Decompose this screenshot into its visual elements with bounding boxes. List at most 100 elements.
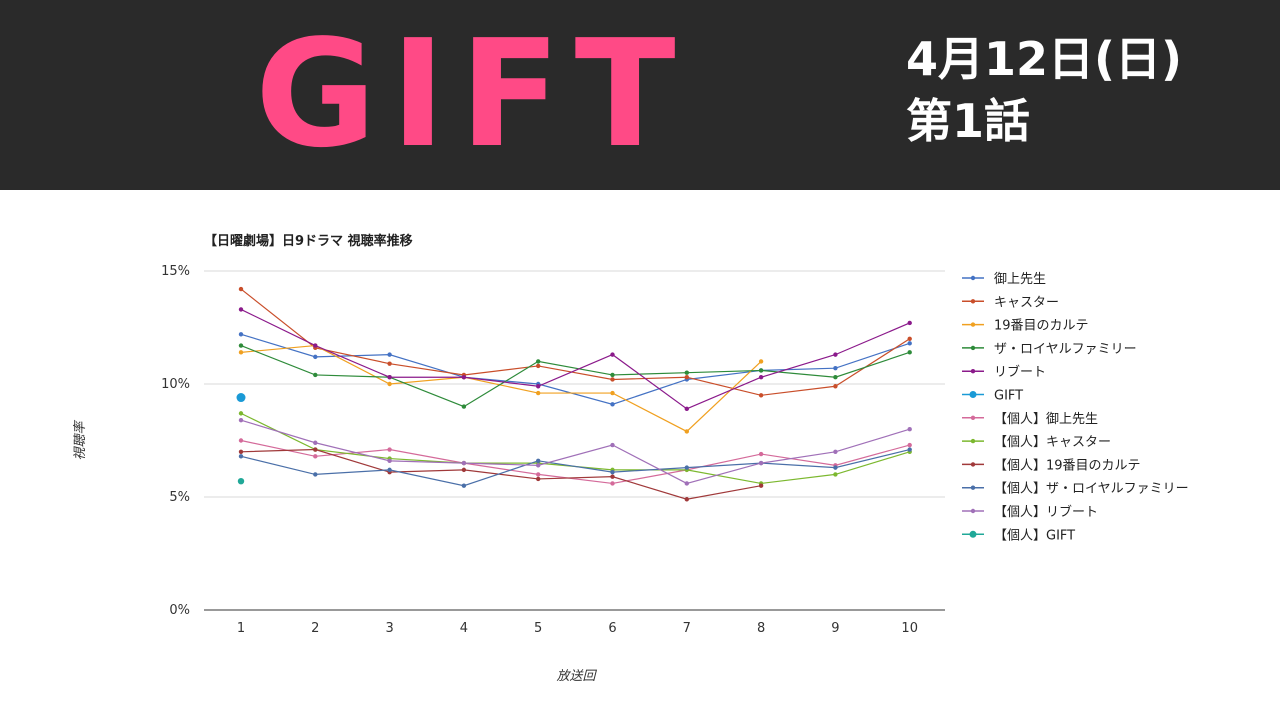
series-line [240,419,910,485]
data-point [387,467,392,473]
data-point [536,390,541,396]
y-tick-label: 5% [169,490,190,505]
data-point [833,384,838,389]
data-point [907,341,912,346]
data-point [387,447,392,452]
legend-label: リブート [994,364,1046,380]
data-point [833,472,838,477]
data-point [610,442,615,448]
data-point [610,390,615,396]
data-point [684,429,689,434]
broadcast-date: 4月12日(日) [906,32,1183,86]
data-point [907,427,912,432]
data-point [536,476,541,482]
legend-swatch-marker [970,415,976,420]
data-point [238,307,244,312]
data-point [461,404,467,409]
data-point [907,442,912,448]
series-line [240,439,910,485]
series-line [240,333,910,405]
data-point [758,375,764,380]
data-point [907,336,912,341]
legend-label: 【個人】御上先生 [994,412,1098,427]
data-point [610,372,615,378]
x-tick-label: 9 [831,621,839,636]
data-point [536,363,541,369]
data-point [238,343,244,348]
series-line [240,448,910,487]
data-point [610,402,615,407]
data-point [833,352,838,357]
data-point [684,370,689,375]
data-point [610,352,615,357]
data-point [313,447,318,452]
data-point [536,472,541,477]
legend-swatch-marker [970,299,976,304]
data-point [684,406,689,412]
data-point [238,417,244,423]
data-point [833,449,838,454]
legend-label: 【個人】GIFT [994,528,1075,543]
data-point [833,465,838,470]
legend-swatch-marker [969,391,977,398]
legend-swatch-marker [970,275,976,281]
x-tick-label: 1 [237,621,245,636]
data-point [758,359,764,364]
legend-label: キャスター [994,295,1059,310]
data-point [238,438,244,443]
legend-swatch-marker [970,369,976,374]
x-tick-label: 7 [683,621,691,636]
data-point [461,375,467,380]
legend-label: 【個人】19番目のカルテ [994,458,1141,473]
data-point [387,381,392,387]
data-point [684,497,689,502]
legend-label: ザ・ロイヤルファミリー [994,342,1137,357]
data-point [758,483,764,488]
data-point [758,368,764,373]
data-point [387,458,392,464]
data-point [758,451,764,457]
series-line [240,344,762,433]
data-point [684,465,689,470]
chart-title: 【日曜劇場】日9ドラマ 視聴率推移 [204,234,413,249]
data-point [461,467,467,473]
series-line [240,345,910,408]
data-point [238,350,244,355]
data-point [387,361,392,366]
data-point [313,454,318,459]
data-point [536,359,541,364]
legend-swatch-marker [970,438,976,444]
legend-swatch-marker [970,345,976,351]
data-point [461,460,467,466]
series-line [240,448,762,500]
data-point [236,393,246,403]
x-tick-label: 3 [385,621,393,636]
series-line [240,288,911,396]
x-tick-label: 8 [757,621,765,636]
data-point [610,377,615,382]
data-point [610,469,615,475]
data-point [758,393,764,398]
legend-swatch-marker [970,508,976,514]
data-point [238,332,244,337]
series-line [240,308,910,410]
legend-swatch-marker [969,530,977,538]
data-point [313,354,318,360]
data-point [907,320,912,326]
data-point [610,481,615,486]
data-point [536,384,541,389]
y-tick-label: 0% [169,603,190,618]
show-title: GIFT [255,8,690,180]
data-point [313,472,318,477]
x-tick-label: 6 [608,621,616,636]
data-point [237,477,245,485]
legend-swatch-marker [970,322,976,327]
legend-swatch-marker [970,485,976,490]
data-point [238,286,244,292]
data-point [758,460,764,466]
data-point [907,447,912,452]
legend-swatch-marker [970,462,976,467]
x-tick-label: 2 [311,621,319,636]
data-point [833,365,838,371]
